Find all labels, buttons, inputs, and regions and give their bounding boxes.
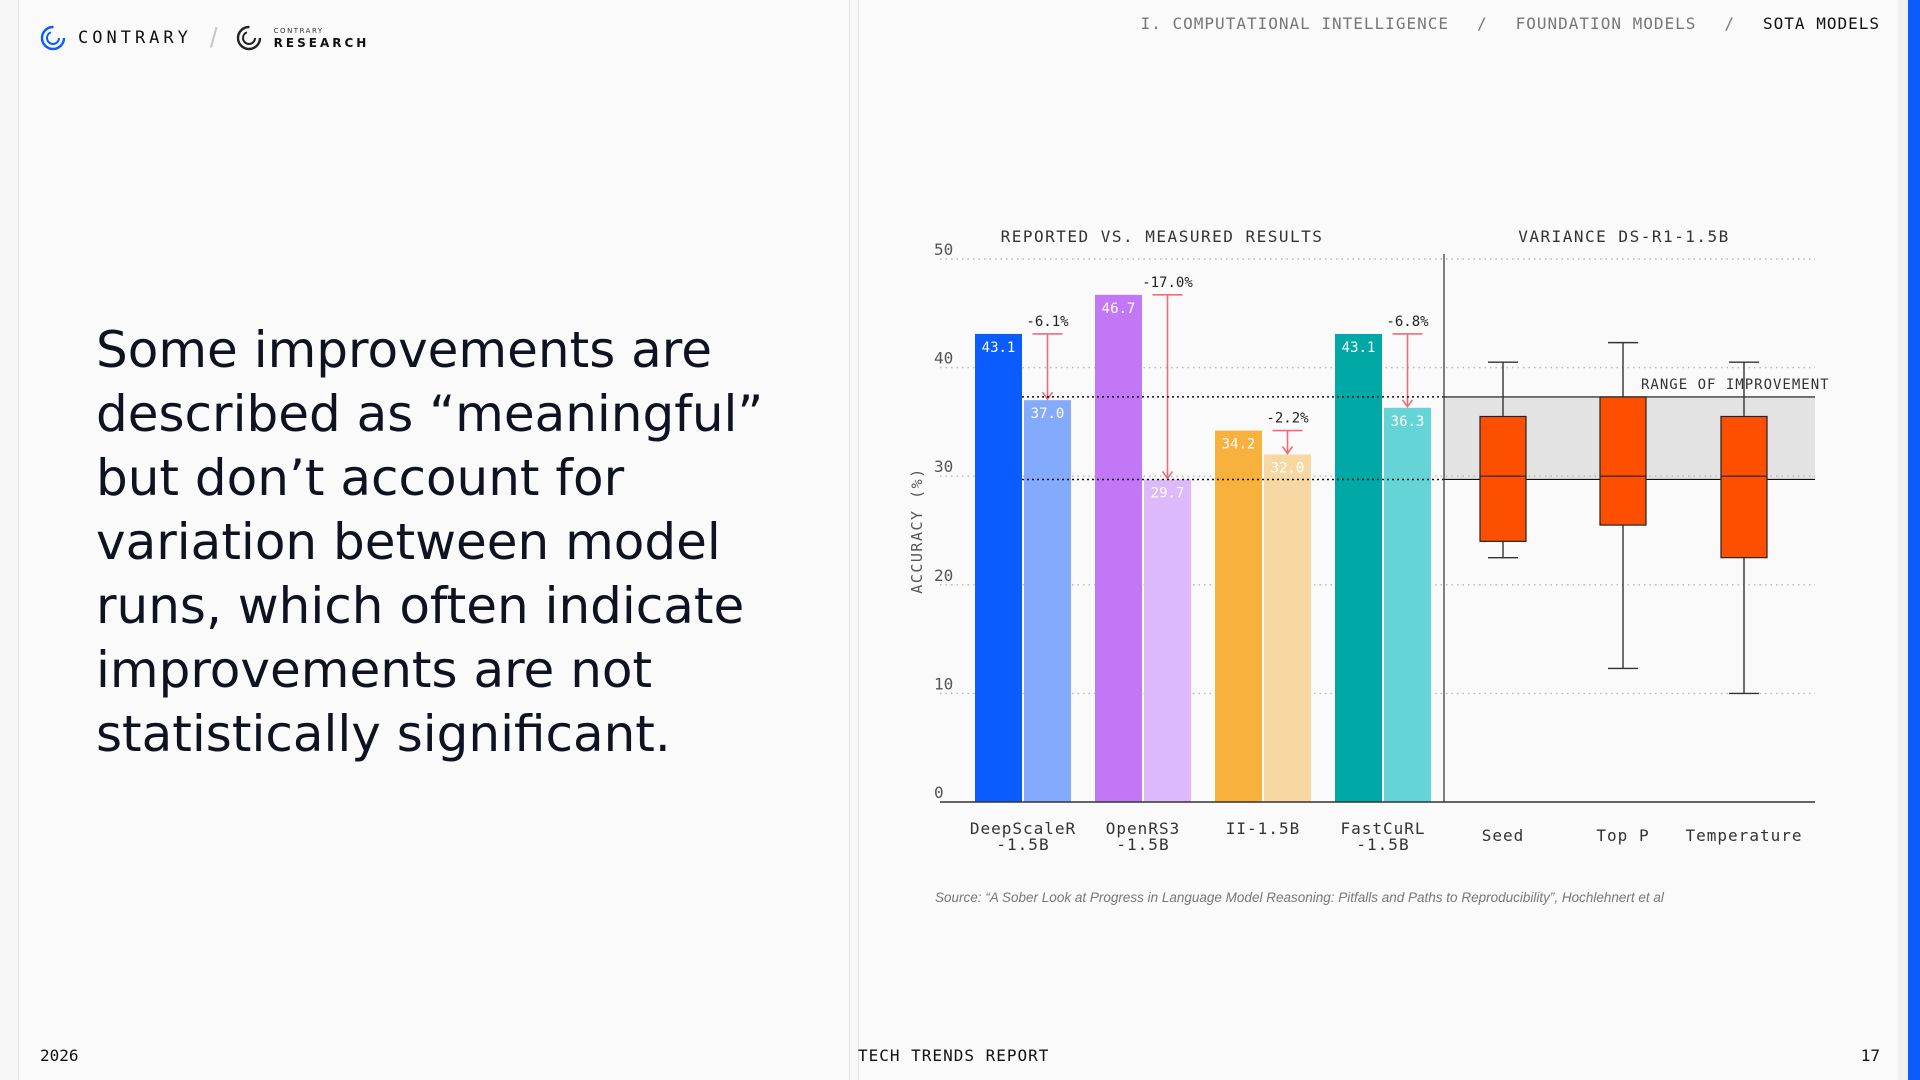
delta-arrowhead: [1401, 399, 1414, 409]
box-iqr: [1599, 396, 1647, 526]
bar-measured: [1384, 407, 1431, 802]
x-category-label: -1.5B: [1356, 835, 1409, 854]
delta-label: -2.2%: [1266, 411, 1309, 427]
bar-value-label: 36.3: [1391, 414, 1425, 430]
x-category-label: Seed: [1482, 826, 1525, 845]
footer-report-title: TECH TRENDS REPORT: [858, 1046, 1050, 1065]
y-tick-label: 30: [934, 457, 953, 476]
breadcrumb-separator: /: [1724, 14, 1736, 33]
box-iqr: [1479, 415, 1527, 542]
bar-value-label: 43.1: [1342, 340, 1376, 356]
bar-reported: [1215, 430, 1262, 802]
footer-year: 2026: [40, 1046, 79, 1065]
range-band-label: RANGE OF IMPROVEMENT: [1641, 377, 1830, 393]
y-tick-label: 10: [934, 674, 953, 693]
bar-value-label: 43.1: [982, 340, 1016, 356]
page-gutter: [1898, 0, 1908, 1080]
bar-value-label: 29.7: [1151, 485, 1185, 501]
contrary-logo-icon: [40, 25, 66, 51]
breadcrumb: I. COMPUTATIONAL INTELLIGENCE / FOUNDATI…: [1141, 14, 1880, 33]
y-tick-label: 50: [934, 240, 953, 259]
delta-arrowhead: [1161, 470, 1174, 480]
chart-source-note: Source: “A Sober Look at Progress in Lan…: [935, 890, 1664, 905]
x-category-label: II-1.5B: [1226, 819, 1300, 838]
delta-arrowhead: [1281, 446, 1294, 455]
contrary-logo[interactable]: CONTRARY / CONTRARY RESEARCH: [40, 22, 369, 54]
x-category-label: Temperature: [1686, 826, 1803, 845]
brand-name: CONTRARY: [78, 28, 192, 48]
box-iqr: [1720, 415, 1768, 559]
bar-value-label: 34.2: [1222, 437, 1256, 453]
bar-value-label: 46.7: [1102, 301, 1136, 317]
footer-page-number: 17: [1860, 1046, 1880, 1065]
bar-measured: [1024, 400, 1071, 802]
research-logo-icon: [236, 25, 261, 51]
logo-divider: /: [209, 22, 218, 53]
breadcrumb-subsection[interactable]: FOUNDATION MODELS: [1515, 14, 1697, 33]
bar-measured: [1144, 479, 1191, 802]
delta-arrowhead: [1041, 391, 1054, 401]
research-wordmark: CONTRARY RESEARCH: [273, 26, 370, 50]
bar-reported: [975, 333, 1022, 802]
x-category-label: OpenRS3: [1106, 819, 1180, 838]
box-panel-title: VARIANCE DS-R1-1.5B: [1518, 227, 1730, 246]
delta-label: -6.1%: [1026, 314, 1069, 330]
y-tick-label: 40: [934, 349, 953, 368]
research-wordmark-big: RESEARCH: [273, 35, 370, 50]
breadcrumb-current[interactable]: SOTA MODELS: [1763, 14, 1880, 33]
research-wordmark-small: CONTRARY: [273, 26, 324, 35]
breadcrumb-section[interactable]: I. COMPUTATIONAL INTELLIGENCE: [1140, 14, 1449, 33]
y-tick-label: 20: [934, 566, 953, 585]
y-tick-label: 0: [934, 783, 944, 802]
x-category-label: Top P: [1596, 826, 1649, 845]
x-category-label: -1.5B: [1116, 835, 1169, 854]
x-category-label: FastCuRL: [1340, 819, 1425, 838]
y-axis-label: ACCURACY (%): [908, 467, 926, 593]
bar-panel-title: REPORTED VS. MEASURED RESULTS: [1001, 227, 1324, 246]
bar-reported: [1095, 294, 1142, 802]
delta-label: -17.0%: [1142, 275, 1193, 291]
bar-measured: [1264, 454, 1311, 802]
delta-label: -6.8%: [1386, 314, 1429, 330]
x-category-label: -1.5B: [996, 835, 1049, 854]
left-page: [18, 0, 850, 1080]
bar-value-label: 37.0: [1031, 406, 1065, 422]
x-category-label: DeepScaleR: [970, 819, 1076, 838]
breadcrumb-separator: /: [1476, 14, 1488, 33]
accent-edge-bar: [1908, 0, 1920, 1080]
bar-value-label: 32.0: [1271, 460, 1305, 476]
bar-reported: [1335, 333, 1382, 802]
headline: Some improvements are described as “mean…: [96, 321, 764, 763]
